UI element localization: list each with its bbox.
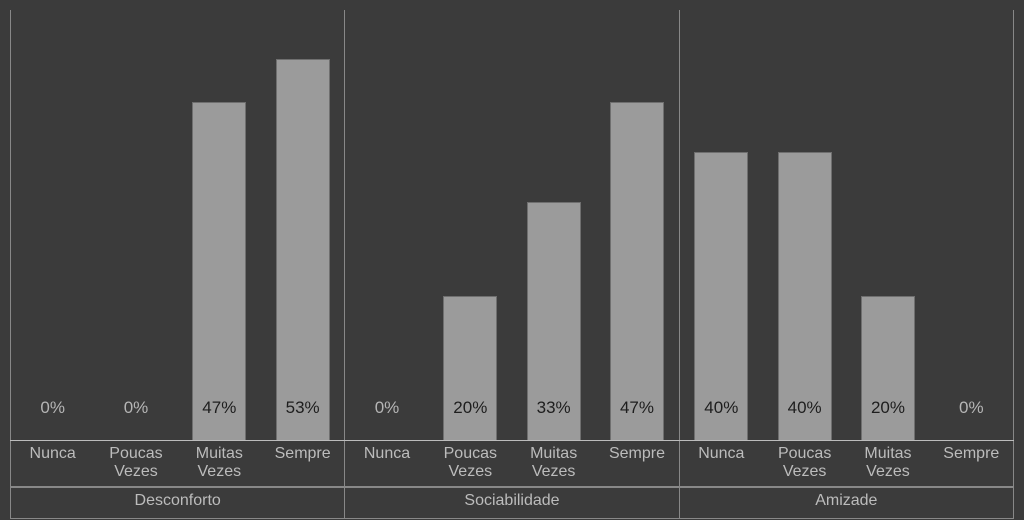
- group-amizade: 40% 40% 20% 0%: [679, 10, 1014, 440]
- group-label: Amizade: [679, 487, 1014, 518]
- bar-slot: 20%: [846, 10, 929, 440]
- group-label: Sociabilidade: [344, 487, 678, 518]
- bar-slot: 53%: [261, 10, 344, 440]
- bar: [276, 59, 330, 440]
- x-tick-label: MuitasVezes: [846, 441, 929, 486]
- bar-slot: 0%: [11, 10, 94, 440]
- bar-value-label: 33%: [537, 398, 571, 418]
- plot-area: 0% 0% 47% 53% 0%: [10, 10, 1014, 440]
- bar-value-label: 47%: [620, 398, 654, 418]
- x-tick-label: Nunca: [11, 441, 94, 486]
- x-tick-label: MuitasVezes: [178, 441, 261, 486]
- group-sociabilidade: 0% 20% 33% 47%: [344, 10, 678, 440]
- group-label: Desconforto: [10, 487, 344, 518]
- group-desconforto: 0% 0% 47% 53%: [10, 10, 344, 440]
- bar-slot: 47%: [595, 10, 678, 440]
- bar-value-label: 40%: [704, 398, 738, 418]
- x-tick-label: PoucasVezes: [763, 441, 846, 486]
- bar-value-label: 20%: [871, 398, 905, 418]
- x-tick-label: MuitasVezes: [512, 441, 595, 486]
- bar-value-label: 0%: [40, 398, 65, 418]
- bar-slot: 47%: [178, 10, 261, 440]
- x-axis-groups: Desconforto Sociabilidade Amizade: [10, 487, 1014, 519]
- bar: [610, 102, 664, 440]
- x-tick-label: Nunca: [680, 441, 763, 486]
- bar-value-label: 53%: [286, 398, 320, 418]
- bar: [694, 152, 748, 440]
- bar-slot: 20%: [429, 10, 512, 440]
- bar-value-label: 0%: [375, 398, 400, 418]
- bar-value-label: 47%: [202, 398, 236, 418]
- bar-value-label: 0%: [124, 398, 149, 418]
- x-axis: Nunca PoucasVezes MuitasVezes Sempre Nun…: [10, 440, 1014, 519]
- bar-slot: 0%: [94, 10, 177, 440]
- bar: [778, 152, 832, 440]
- bar-value-label: 40%: [788, 398, 822, 418]
- bar: [861, 296, 915, 440]
- bar-slot: 40%: [763, 10, 846, 440]
- x-tick-label: Sempre: [595, 441, 678, 486]
- bar-chart: 0% 0% 47% 53% 0%: [0, 0, 1024, 520]
- x-tick-label: PoucasVezes: [429, 441, 512, 486]
- x-tick-label: Nunca: [345, 441, 428, 486]
- bar-slot: 33%: [512, 10, 595, 440]
- bar-value-label: 20%: [453, 398, 487, 418]
- bar-value-label: 0%: [959, 398, 984, 418]
- bar: [443, 296, 497, 440]
- bar: [192, 102, 246, 440]
- x-tick-label: Sempre: [930, 441, 1013, 486]
- x-axis-categories: Nunca PoucasVezes MuitasVezes Sempre Nun…: [10, 441, 1014, 487]
- x-tick-label: PoucasVezes: [94, 441, 177, 486]
- bars-row: 0% 0% 47% 53% 0%: [10, 10, 1014, 440]
- bar-slot: 0%: [345, 10, 428, 440]
- bar-slot: 40%: [680, 10, 763, 440]
- bar-slot: 0%: [930, 10, 1013, 440]
- x-tick-label: Sempre: [261, 441, 344, 486]
